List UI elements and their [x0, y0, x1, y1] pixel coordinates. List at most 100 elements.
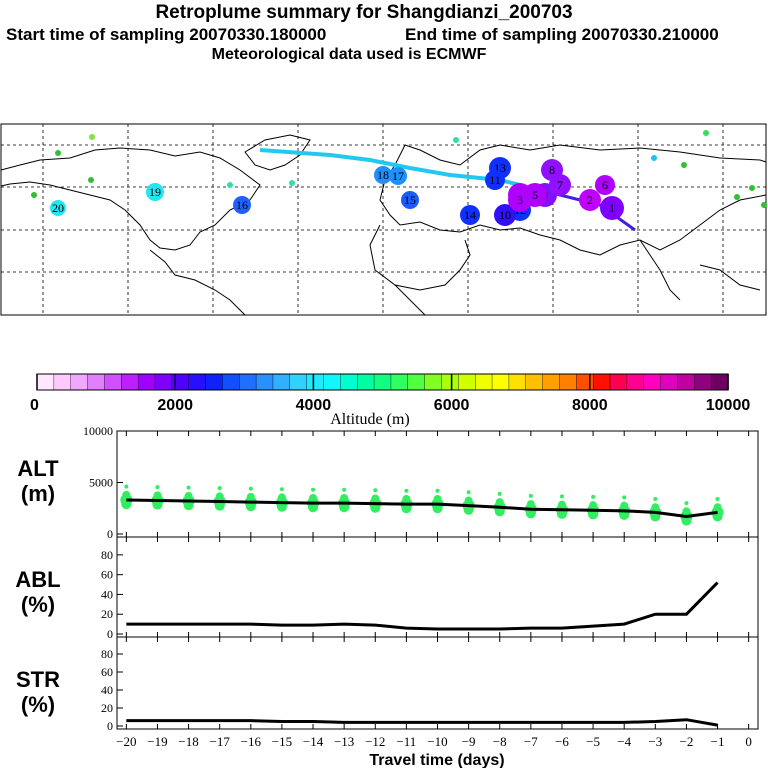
minor-plume-dot — [651, 155, 657, 161]
y-tick-label: 60 — [101, 568, 113, 582]
panel-str: 0 20 40 60 80 STR(%) — [16, 636, 759, 733]
colorbar-tick-label: 10000 — [706, 397, 751, 414]
altitude-dispersion-point — [215, 492, 224, 501]
x-tick-label: −8 — [493, 734, 507, 749]
colorbar-segment — [677, 373, 695, 391]
colorbar-segment — [306, 373, 325, 391]
series-line-str — [126, 718, 718, 727]
altitude-dispersion-point — [495, 498, 504, 507]
colorbar-segment — [222, 373, 240, 391]
y-axis-unit: (%) — [21, 692, 55, 717]
colorbar-tick-label: 0 — [30, 397, 39, 414]
colorbar-segment — [390, 373, 409, 391]
plume-point: 3 — [508, 188, 532, 212]
x-tick-label: −4 — [617, 734, 631, 749]
plume-point-label: 16 — [236, 198, 248, 212]
end-time-label: End time of sampling 20070330.210000 — [405, 25, 719, 44]
colorbar-tick-label: 4000 — [296, 397, 332, 414]
colorbar-segment — [474, 373, 493, 391]
plume-point: 10 — [494, 204, 516, 226]
x-tick-label: −9 — [462, 734, 476, 749]
colorbar-segment — [104, 373, 122, 391]
y-tick-label: 10000 — [83, 424, 113, 438]
colorbar-segment — [525, 373, 544, 391]
colorbar-segment — [70, 373, 89, 391]
plume-point: 14 — [460, 205, 480, 225]
y-axis-unit: (m) — [21, 481, 55, 506]
plume-point-marker — [600, 196, 624, 220]
colorbar-segment — [137, 373, 156, 391]
plume-point-label: 18 — [377, 168, 389, 182]
colorbar-tick-label: 2000 — [157, 397, 193, 414]
plume-point-marker — [549, 174, 571, 196]
y-tick-label: 80 — [101, 647, 113, 661]
colorbar-segment — [508, 373, 527, 391]
altitude-dispersion-point — [246, 492, 255, 501]
colorbar-segment — [407, 373, 426, 391]
plume-point-label: 20 — [52, 201, 64, 215]
plume-point-marker — [494, 204, 516, 226]
y-tick-label: 20 — [101, 607, 113, 621]
altitude-dispersion-point — [155, 485, 160, 490]
series-line-alt — [126, 498, 718, 519]
x-tick-label: −14 — [303, 734, 324, 749]
altitude-dispersion-point — [340, 493, 349, 502]
x-tick-label: −11 — [396, 734, 416, 749]
x-tick-label: −18 — [178, 734, 198, 749]
colorbar-tick-labels: 0 2000 4000 6000 8000 10000 — [30, 374, 750, 414]
plume-point: 17 — [389, 167, 407, 185]
altitude-dispersion-point — [311, 487, 316, 492]
altitude-dispersion-point — [153, 491, 162, 500]
plume-point-label: 6 — [602, 178, 608, 192]
minor-plume-dot — [749, 185, 755, 191]
series-line-abl — [126, 581, 719, 631]
x-axis-tick-labels: −20 −19 −18 −17 −16 −15 −14 −13 −12 −11 −10 −9 −8 −7−… — [116, 734, 752, 749]
altitude-dispersion-point — [622, 495, 627, 500]
colorbar-segment — [53, 373, 72, 391]
x-tick-label: −2 — [680, 734, 694, 749]
colorbar-segment — [272, 373, 291, 391]
plume-point: 7 — [549, 174, 571, 196]
plume-point: 16 — [233, 196, 251, 214]
chart-title: Retroplume summary for Shangdianzi_20070… — [155, 2, 573, 23]
plume-point-label: 15 — [404, 193, 416, 207]
colorbar-segment — [239, 373, 257, 391]
y-axis-unit: (%) — [21, 592, 55, 617]
plume-point-label: 5 — [532, 188, 538, 202]
plume-points: 2019181716151413121110987654321 — [31, 130, 767, 226]
x-tick-label: −10 — [427, 734, 447, 749]
colorbar-segment — [458, 373, 476, 391]
plume-point-marker — [485, 170, 505, 190]
altitude-dispersion-point — [466, 490, 471, 495]
minor-plume-dot — [734, 194, 740, 200]
x-tick-label: −20 — [116, 734, 136, 749]
colorbar-segment — [660, 373, 679, 391]
x-tick-label: −3 — [648, 734, 662, 749]
altitude-dispersion-point — [557, 500, 566, 509]
altitude-dispersion-point — [402, 494, 411, 503]
altitude-dispersion-point — [277, 493, 286, 502]
altitude-dispersion-point — [715, 496, 720, 501]
colorbar-segment — [171, 373, 190, 391]
altitude-dispersion-point — [433, 494, 442, 503]
y-axis-label: ABL — [15, 567, 60, 592]
coastlines — [0, 134, 767, 316]
minor-plume-dot — [55, 150, 61, 156]
colorbar-segment — [559, 373, 578, 391]
altitude-dispersion-point — [591, 494, 596, 499]
colorbar-segment — [154, 373, 173, 391]
altitude-dispersion-point — [526, 500, 535, 509]
plume-point: 6 — [595, 175, 615, 195]
colorbar-segment — [626, 373, 645, 391]
plume-point-marker — [460, 205, 480, 225]
altitude-dispersion-point — [184, 491, 193, 500]
x-tick-label: −13 — [334, 734, 354, 749]
minor-plume-dot — [761, 202, 767, 208]
altitude-dispersion-point — [684, 501, 689, 506]
minor-plume-dot — [31, 192, 37, 198]
plume-point-marker — [233, 196, 251, 214]
altitude-dispersion-point — [217, 486, 222, 491]
plume-point: 2 — [579, 189, 601, 211]
met-data-label: Meteorological data used is ECMWF — [211, 46, 487, 63]
